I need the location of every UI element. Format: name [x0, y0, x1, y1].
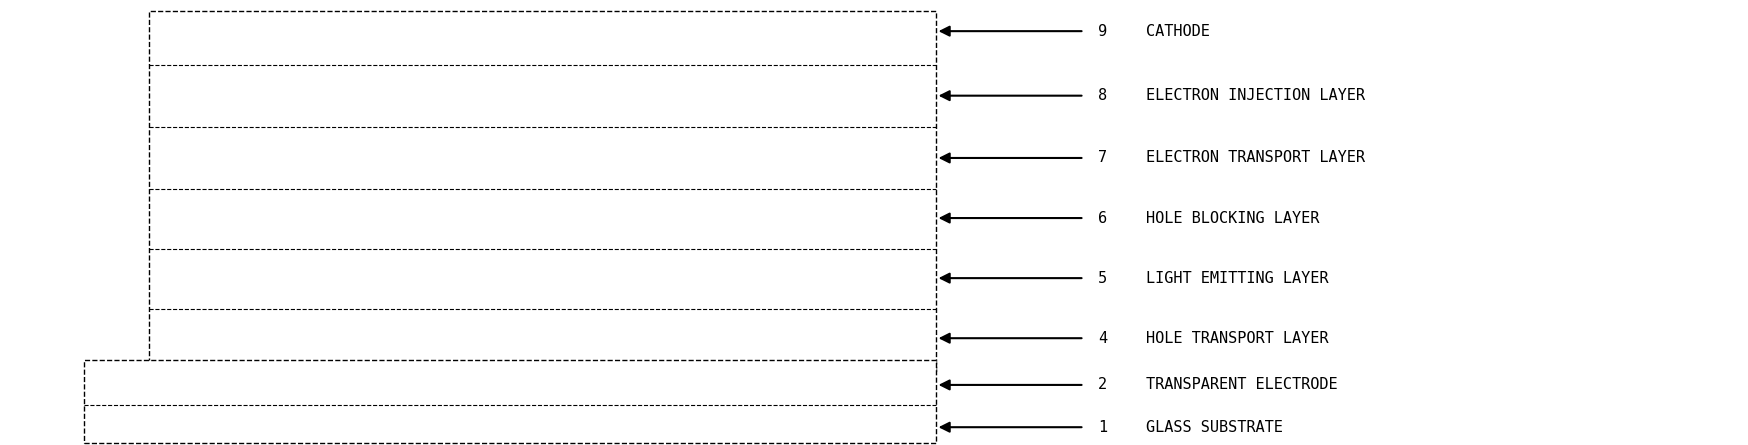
Text: GLASS SUBSTRATE: GLASS SUBSTRATE — [1145, 420, 1281, 435]
Text: LIGHT EMITTING LAYER: LIGHT EMITTING LAYER — [1145, 271, 1327, 286]
Bar — [149, 11, 935, 372]
Text: 7: 7 — [1098, 150, 1106, 166]
Text: 4: 4 — [1098, 331, 1106, 346]
Text: 9: 9 — [1098, 24, 1106, 39]
Text: 2: 2 — [1098, 377, 1106, 392]
Text: ELECTRON TRANSPORT LAYER: ELECTRON TRANSPORT LAYER — [1145, 150, 1363, 166]
Text: 8: 8 — [1098, 88, 1106, 103]
Bar — [84, 360, 935, 443]
Text: 1: 1 — [1098, 420, 1106, 435]
Text: 5: 5 — [1098, 271, 1106, 286]
Text: HOLE TRANSPORT LAYER: HOLE TRANSPORT LAYER — [1145, 331, 1327, 346]
Text: 6: 6 — [1098, 210, 1106, 226]
Text: CATHODE: CATHODE — [1145, 24, 1210, 39]
Text: TRANSPARENT ELECTRODE: TRANSPARENT ELECTRODE — [1145, 377, 1337, 392]
Text: HOLE BLOCKING LAYER: HOLE BLOCKING LAYER — [1145, 210, 1318, 226]
Text: ELECTRON INJECTION LAYER: ELECTRON INJECTION LAYER — [1145, 88, 1363, 103]
